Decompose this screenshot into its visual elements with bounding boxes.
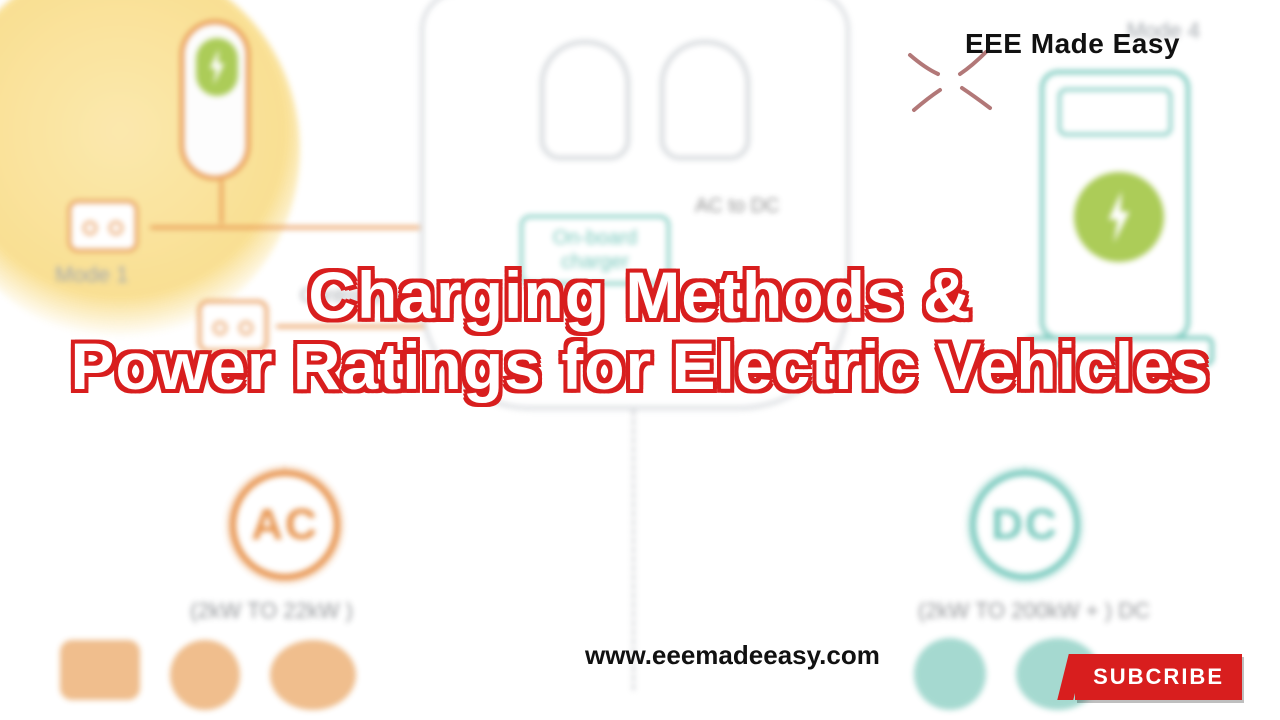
- overlay: EEE Made Easy Charging Methods & Power R…: [0, 0, 1280, 720]
- website-url: www.eeemadeeasy.com: [585, 640, 880, 671]
- subscribe-button[interactable]: SUBCRIBE: [1075, 654, 1242, 700]
- brand-text: EEE Made Easy: [965, 28, 1180, 60]
- title-line-2: Power Ratings for Electric Vehicles: [70, 329, 1209, 403]
- title-line-1: Charging Methods &: [308, 258, 971, 332]
- main-title: Charging Methods & Power Ratings for Ele…: [0, 260, 1280, 403]
